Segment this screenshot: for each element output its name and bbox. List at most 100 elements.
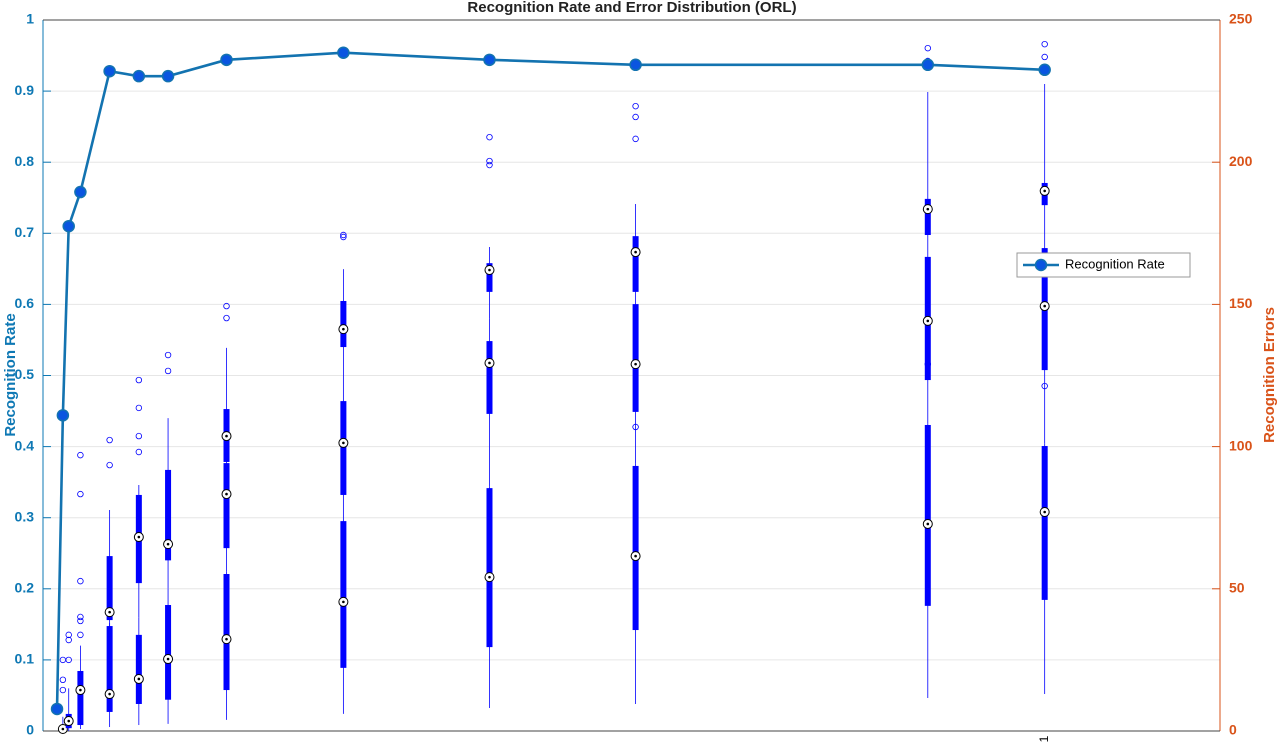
box: [165, 605, 172, 700]
legend-marker: [1034, 258, 1048, 272]
marker: [56, 409, 70, 422]
box-median-dot: [137, 535, 141, 539]
y2-axis-label: Recognition Errors: [1261, 307, 1278, 443]
outlier: [223, 302, 230, 310]
y2-tick-label: 200: [1229, 153, 1253, 169]
box: [1041, 446, 1048, 600]
outlier: [340, 231, 347, 239]
annotation: 1: [1037, 735, 1051, 742]
outlier: [632, 113, 639, 121]
box-median-dot: [225, 637, 228, 641]
outlier: [59, 686, 67, 694]
box-median-dot: [634, 250, 637, 254]
y-tick-label: 0.2: [15, 580, 35, 596]
outlier: [223, 314, 230, 322]
marker: [62, 219, 75, 233]
outlier: [65, 636, 72, 644]
outlier: [486, 133, 493, 141]
box-median-dot: [137, 677, 141, 681]
box-median-dot: [225, 434, 228, 438]
outlier: [135, 448, 143, 456]
box: [924, 424, 931, 606]
box-median-dot: [1043, 189, 1046, 193]
box: [632, 304, 639, 412]
box-median-dot: [342, 600, 345, 604]
box-median-dot: [926, 207, 930, 211]
box: [340, 521, 347, 668]
marker: [161, 69, 175, 83]
legend: Recognition Rate: [1016, 252, 1191, 278]
outlier: [77, 613, 84, 621]
box-median-dot: [67, 719, 71, 723]
outlier: [340, 233, 347, 241]
box: [632, 465, 639, 631]
box: [340, 300, 347, 348]
y2-tick-label: 150: [1229, 295, 1253, 311]
outlier: [135, 432, 143, 440]
outlier: [77, 490, 84, 498]
box-median-dot: [166, 542, 170, 546]
outlier: [924, 44, 931, 52]
box: [223, 463, 230, 549]
box-median-dot: [342, 327, 345, 331]
outlier: [486, 157, 493, 165]
box-median-dot: [488, 268, 491, 272]
y-tick-label: 0.3: [15, 508, 35, 524]
outlier: [632, 135, 639, 143]
y-tick-label: 0: [26, 722, 34, 738]
box-median-dot: [108, 692, 111, 696]
box: [486, 488, 493, 648]
outlier: [164, 367, 172, 375]
box-median-dot: [488, 361, 491, 365]
y-tick-label: 0.1: [15, 651, 35, 667]
box: [223, 574, 230, 691]
box-median-dot: [926, 522, 930, 526]
box-median-dot: [108, 610, 111, 614]
box-median-dot: [61, 727, 65, 731]
box: [77, 670, 84, 726]
box-median-dot: [79, 688, 82, 692]
marker: [103, 64, 116, 78]
y-tick-label: 0.7: [15, 224, 35, 240]
y2-tick-label: 100: [1229, 437, 1253, 453]
y2-tick-label: 250: [1229, 11, 1253, 27]
outlier: [924, 360, 931, 368]
outlier: [106, 436, 113, 444]
y-tick-label: 0.5: [15, 366, 35, 382]
box: [486, 341, 493, 414]
y-tick-label: 1: [26, 11, 34, 27]
y-tick-label: 0.4: [15, 437, 35, 453]
marker: [1038, 63, 1051, 77]
outlier: [59, 676, 67, 684]
y-tick-label: 0.9: [15, 82, 35, 98]
outlier: [65, 631, 72, 639]
box-median-dot: [1043, 510, 1046, 514]
marker: [132, 69, 146, 83]
outlier: [77, 617, 84, 625]
marker: [50, 702, 64, 716]
box-median-dot: [1043, 304, 1046, 308]
line: [55, 51, 1045, 709]
outlier: [77, 577, 84, 585]
box: [106, 626, 113, 712]
y-tick-label: 0.6: [15, 295, 35, 311]
box-median-dot: [166, 657, 170, 661]
outlier: [135, 404, 143, 412]
outlier: [632, 423, 639, 431]
outlier: [1041, 382, 1048, 390]
outlier: [1041, 53, 1048, 61]
marker: [483, 53, 496, 67]
box-median-dot: [225, 492, 228, 496]
marker: [921, 58, 935, 72]
marker: [74, 185, 87, 199]
outlier: [77, 451, 84, 459]
box: [924, 198, 931, 236]
box-median-dot: [634, 554, 637, 558]
box-median-dot: [926, 319, 930, 323]
chart-title: Recognition Rate and Error Distribution …: [467, 0, 796, 16]
outlier: [77, 631, 84, 639]
outlier: [135, 376, 143, 384]
outlier: [1041, 40, 1048, 48]
y-axis-label: Recognition Rate: [2, 313, 19, 436]
